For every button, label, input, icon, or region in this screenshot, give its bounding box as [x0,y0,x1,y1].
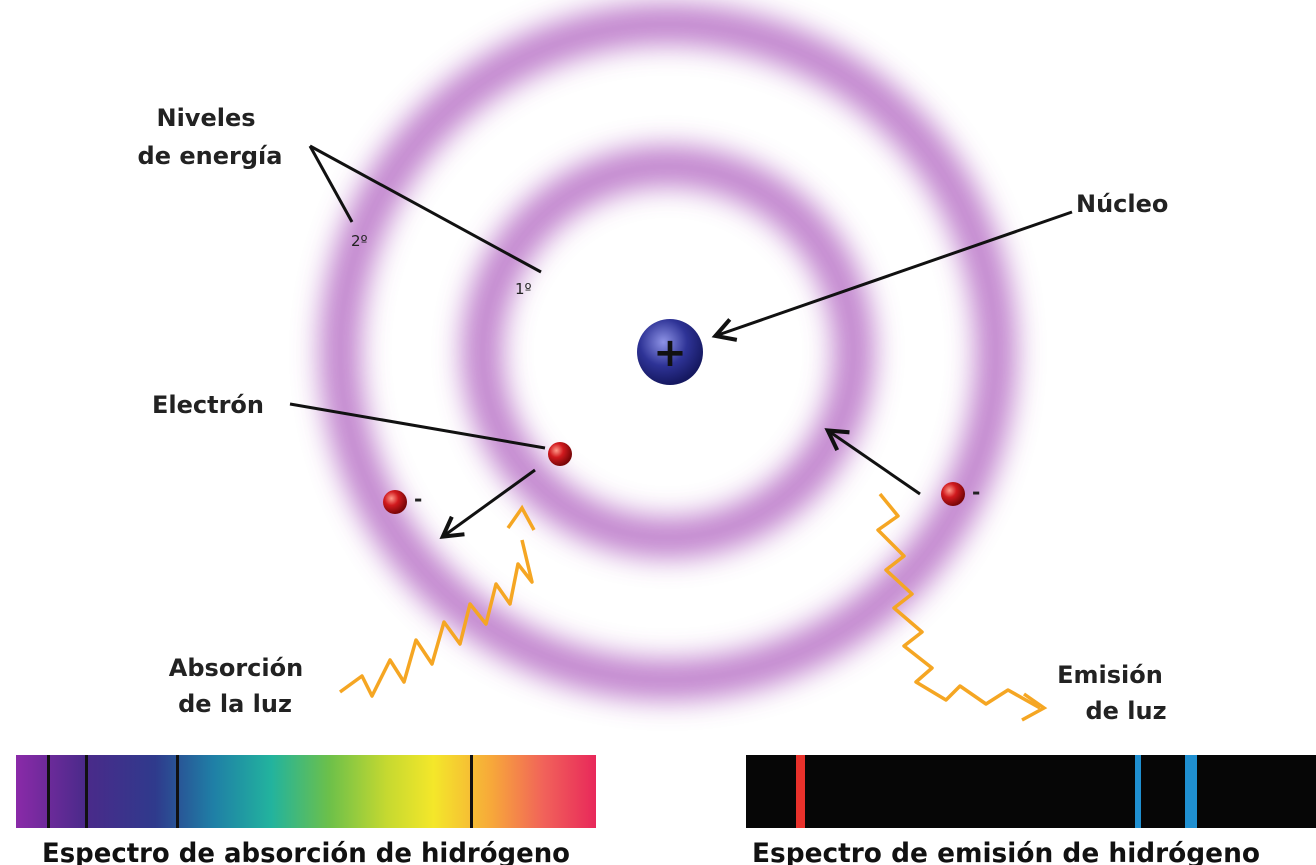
electron-label: Electrón [152,391,264,419]
electron-absorbed-charge: - [414,487,422,511]
absorption-spectrum: Espectro de absorción de hidrógeno [16,755,596,865]
energy-levels-label-line2: de energía [138,142,283,170]
absorption-line-3 [176,755,179,828]
emission-label-line2: de luz [1085,697,1166,725]
emitted-photon-zigzag [876,492,1041,710]
emitted-photon [876,492,1048,722]
emission-spectrum: Espectro de emisión de hidrógeno [746,755,1316,865]
energy-level-2-label: 2º [351,232,368,250]
emission-spectrum-bar [746,755,1316,828]
orbit-inner [462,146,874,558]
electron-emitting [941,482,965,506]
absorption-label-line2: de la luz [178,690,292,718]
nucleus-arrow [711,210,1073,342]
nucleus-label: Núcleo [1076,190,1168,218]
energy-level-1-label: 1º [515,280,532,298]
energy-level-2-pointer [308,145,354,223]
emission-spectrum-caption: Espectro de emisión de hidrógeno [752,838,1260,865]
absorption-transition-arrow [439,468,536,539]
emission-line-blue-2 [1185,755,1197,828]
absorption-line-2 [85,755,88,828]
emitted-photon-arrowhead [1021,692,1048,722]
orbit-outer [320,4,1016,700]
nucleus-plus-sign: + [653,330,687,376]
absorption-spectrum-bar [16,755,596,828]
emission-line-red [796,755,805,828]
absorption-line-4 [470,755,473,828]
energy-level-orbits [320,4,1016,700]
electron-emitting-charge: - [972,480,980,504]
nucleus-callout: Núcleo [711,190,1168,342]
emission-label-line1: Emisión [1057,661,1163,689]
energy-level-1-pointer [309,144,542,274]
absorbed-photon [338,504,536,698]
emission-line-blue-1 [1135,755,1141,828]
absorption-line-1 [47,755,50,828]
nucleus: + [637,319,703,385]
electron-callout: Electrón [152,391,546,450]
electron-absorbed [383,490,407,514]
electron-on-orbit [548,442,572,466]
nucleus-sphere [637,319,703,385]
absorption-spectrum-caption: Espectro de absorción de hidrógeno [42,838,570,865]
absorbed-photon-arrowhead [506,504,536,531]
electron-pointer [289,402,546,450]
emission-transition-arrow [824,428,921,496]
absorbed-photon-zigzag [338,539,534,698]
energy-levels-label: Niveles de energía 2º 1º [138,104,542,298]
electrons: - - [383,442,980,514]
absorption-label-line1: Absorción [169,654,303,682]
energy-levels-label-line1: Niveles [156,104,255,132]
